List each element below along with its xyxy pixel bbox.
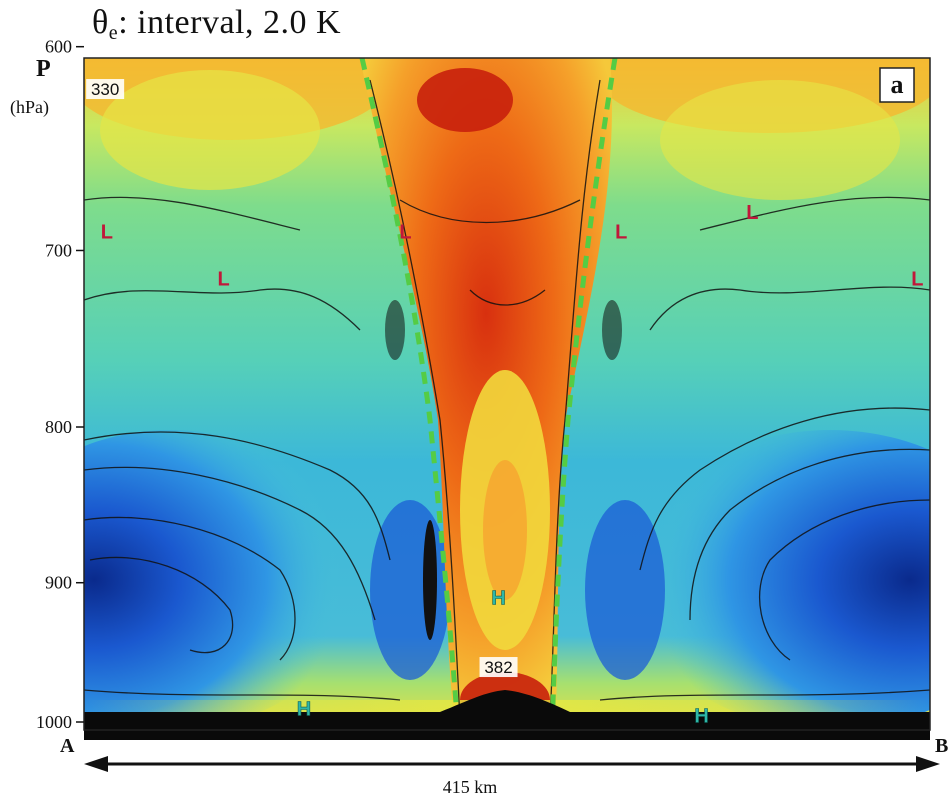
theta-e-field bbox=[84, 58, 930, 730]
x-axis-label: 415 km bbox=[443, 777, 498, 797]
y-tick-label: 600 bbox=[45, 37, 72, 57]
low-marker: L bbox=[217, 269, 229, 291]
contour-label: 382 bbox=[484, 658, 512, 677]
y-tick-label: 700 bbox=[45, 240, 72, 260]
contour-labels: 360360366346346360342342330382 bbox=[86, 79, 518, 678]
plot-frame bbox=[83, 57, 931, 731]
low-marker: L bbox=[615, 221, 627, 243]
low-marker: L bbox=[399, 221, 411, 243]
y-axis-label: P bbox=[36, 56, 51, 82]
y-tick-label: 1000 bbox=[36, 712, 72, 732]
terrain bbox=[84, 690, 930, 740]
distance-arrow bbox=[84, 756, 940, 772]
theta-symbol: θ bbox=[92, 4, 109, 41]
title-text: : interval, 2.0 K bbox=[118, 4, 342, 41]
theta-subscript: e bbox=[108, 22, 119, 44]
y-tick-label: 800 bbox=[45, 417, 72, 437]
y-axis: 2003004005006007008009001000 bbox=[36, 37, 84, 732]
panel-label: a bbox=[891, 70, 904, 99]
high-marker: H bbox=[297, 699, 311, 721]
extrema-markers: HLLLLLLLHHH bbox=[101, 202, 924, 728]
section-start-label: A bbox=[60, 735, 75, 757]
contour-label-bg bbox=[479, 657, 518, 678]
section-end-label: B bbox=[935, 735, 948, 757]
contour-label-bg bbox=[86, 79, 125, 100]
low-marker: L bbox=[101, 221, 113, 243]
chart-title: θe: interval, 2.0 K bbox=[92, 4, 341, 45]
contour-label: 330 bbox=[91, 80, 119, 99]
y-axis-units: (hPa) bbox=[10, 97, 49, 118]
y-tick-label: 900 bbox=[45, 573, 72, 593]
high-marker: H bbox=[491, 587, 505, 609]
high-marker: H bbox=[694, 705, 708, 727]
panel-label-box bbox=[879, 67, 915, 103]
low-marker: L bbox=[746, 202, 758, 224]
low-marker: L bbox=[911, 269, 923, 291]
